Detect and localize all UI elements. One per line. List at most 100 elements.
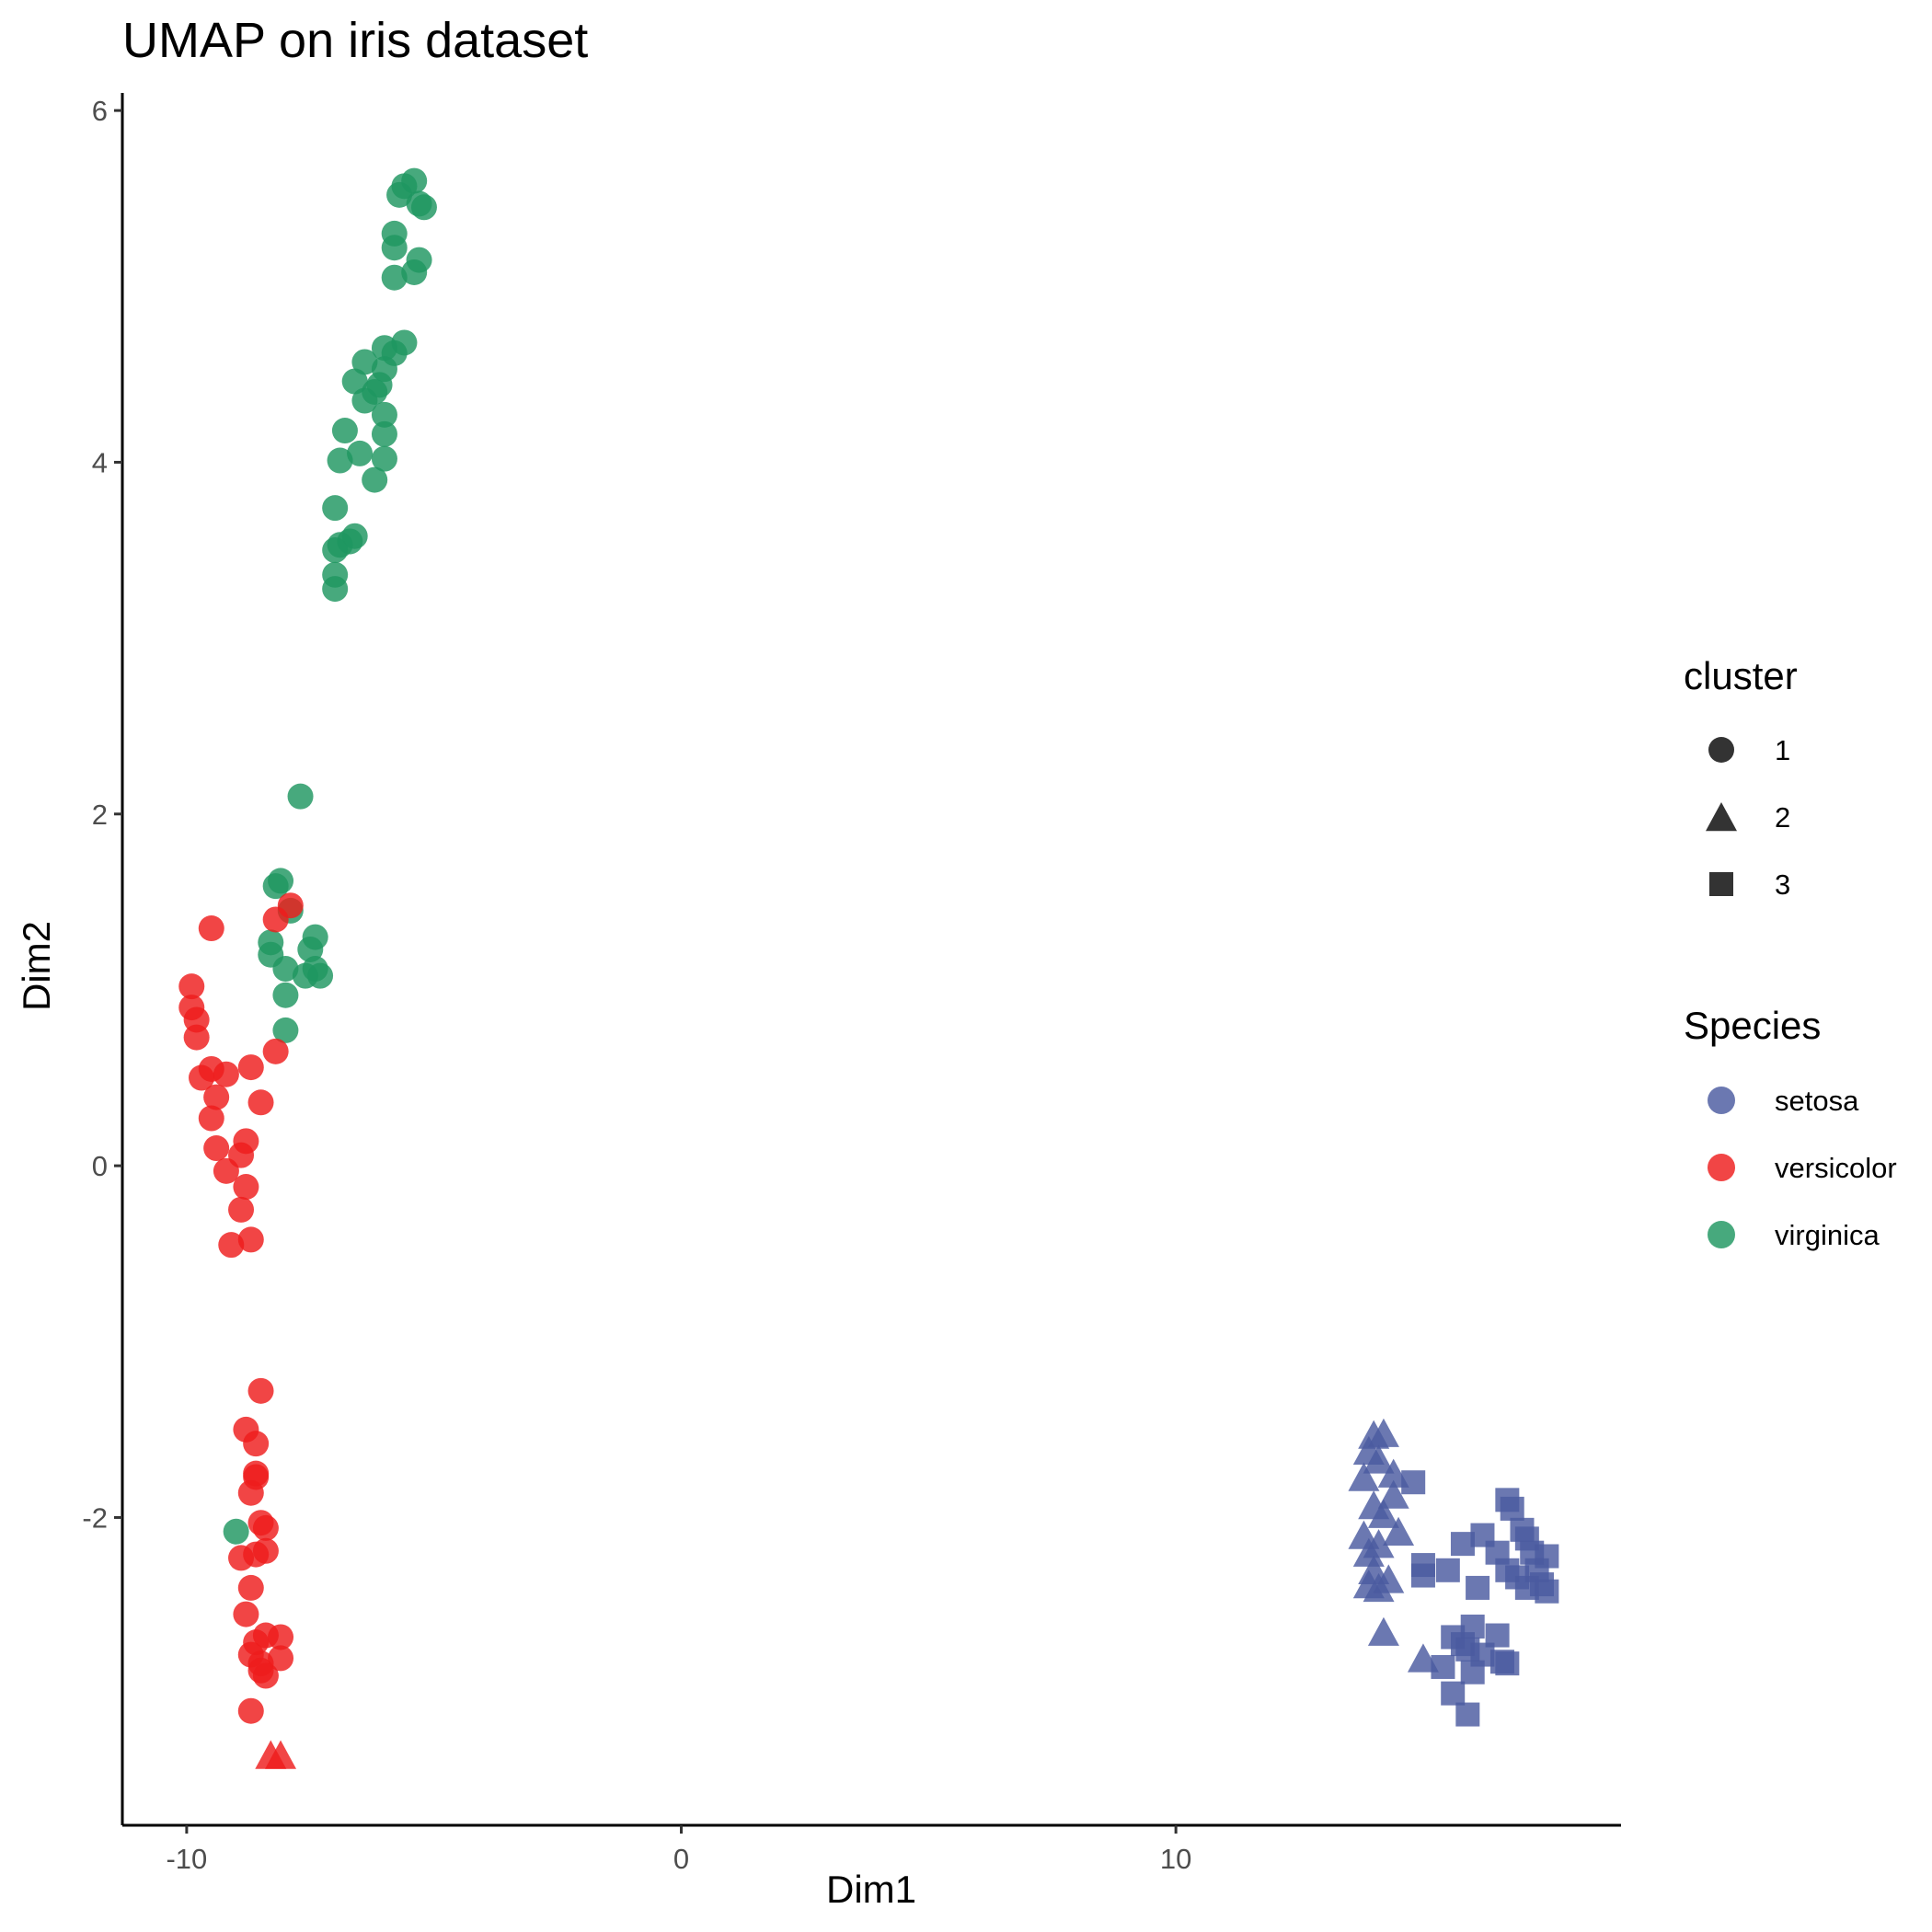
legend-label-species: virginica	[1775, 1219, 1880, 1251]
data-point-virginica-circle	[362, 466, 388, 493]
legend-key-square	[1709, 872, 1733, 896]
data-point-setosa-square	[1410, 1563, 1435, 1588]
data-point-versicolor-circle	[233, 1601, 259, 1627]
data-point-setosa-square	[1401, 1470, 1426, 1495]
data-point-versicolor-circle	[203, 1084, 230, 1110]
data-point-virginica-circle	[351, 387, 378, 414]
y-axis-title: Dim2	[15, 921, 58, 1011]
data-point-virginica-circle	[322, 495, 349, 522]
data-point-setosa-triangle	[1377, 1458, 1409, 1488]
data-point-setosa-square	[1535, 1579, 1559, 1604]
legend-label-species: setosa	[1775, 1085, 1859, 1117]
legend-key-versicolor	[1708, 1154, 1735, 1181]
data-point-virginica-circle	[386, 181, 413, 208]
data-point-versicolor-circle	[233, 1174, 259, 1201]
legend-label-species: versicolor	[1775, 1152, 1897, 1184]
data-point-setosa-triangle	[1348, 1462, 1380, 1491]
data-point-setosa-triangle	[1367, 1616, 1399, 1646]
data-point-setosa-triangle	[1348, 1520, 1380, 1549]
data-point-virginica-circle	[381, 264, 408, 291]
data-point-setosa-square	[1466, 1575, 1490, 1600]
legend-label-cluster: 3	[1775, 868, 1790, 901]
data-point-versicolor-circle	[189, 1064, 215, 1091]
data-point-versicolor-circle	[198, 1105, 224, 1132]
data-point-setosa-triangle	[1367, 1499, 1399, 1528]
x-axis-ticks: -10 0 10	[166, 1825, 1191, 1875]
legend-key-virginica	[1708, 1221, 1735, 1248]
data-point-setosa-square	[1455, 1702, 1480, 1727]
legend-label-cluster: 2	[1775, 801, 1790, 834]
y-axis-ticks: -2 0 2 4 6	[82, 95, 122, 1534]
data-point-setosa-triangle	[1352, 1537, 1385, 1567]
data-point-versicolor-circle	[237, 1697, 264, 1724]
data-point-virginica-circle	[322, 576, 349, 603]
x-tick-label: 0	[673, 1843, 689, 1875]
data-point-versicolor-circle	[268, 1624, 294, 1650]
legend: cluster 1 2 3 Species setosa versicolor virg…	[1684, 654, 1897, 1251]
data-points	[178, 167, 1559, 1769]
y-tick-label: 0	[92, 1150, 108, 1182]
data-point-virginica-circle	[322, 537, 349, 564]
data-point-setosa-triangle	[1363, 1572, 1395, 1603]
x-tick-label: 10	[1160, 1843, 1191, 1875]
data-point-setosa-square	[1435, 1558, 1460, 1582]
legend-species-entries: setosa versicolor virginica	[1708, 1085, 1897, 1251]
data-point-setosa-triangle	[1363, 1444, 1395, 1474]
data-point-versicolor-circle	[237, 1574, 264, 1601]
data-point-setosa-triangle	[1377, 1479, 1409, 1509]
data-point-virginica-circle	[272, 1017, 299, 1043]
data-point-versicolor-circle	[252, 1662, 279, 1689]
data-point-versicolor-circle	[262, 906, 289, 933]
data-point-virginica-circle	[371, 420, 397, 447]
chart-title: UMAP on iris dataset	[122, 13, 588, 68]
data-point-versicolor-circle	[183, 1024, 210, 1051]
x-tick-label: -10	[166, 1843, 207, 1875]
y-tick-label: 6	[92, 95, 108, 127]
y-tick-label: 2	[92, 799, 108, 831]
data-point-setosa-triangle	[1407, 1643, 1439, 1673]
data-point-virginica-circle	[347, 440, 374, 466]
data-point-setosa-square	[1460, 1660, 1485, 1685]
data-point-virginica-circle	[381, 235, 408, 261]
data-point-virginica-circle	[401, 259, 428, 285]
legend-title-species: Species	[1684, 1004, 1821, 1047]
data-point-versicolor-circle	[247, 1089, 274, 1116]
data-point-versicolor-circle	[237, 1479, 264, 1506]
data-point-virginica-circle	[327, 447, 353, 474]
data-point-versicolor-circle	[237, 1054, 264, 1081]
data-point-virginica-circle	[351, 349, 378, 375]
data-point-versicolor-circle	[228, 1545, 255, 1571]
legend-key-circle	[1708, 737, 1734, 763]
data-point-virginica-circle	[272, 982, 299, 1008]
data-point-versicolor-circle	[218, 1232, 245, 1259]
data-point-versicolor-circle	[178, 973, 205, 1000]
x-axis-title: Dim1	[826, 1868, 916, 1911]
data-point-versicolor-circle	[203, 1135, 230, 1162]
data-point-versicolor-triangle	[265, 1740, 297, 1769]
data-point-virginica-circle	[341, 368, 368, 395]
legend-title-cluster: cluster	[1684, 654, 1798, 697]
legend-label-cluster: 1	[1775, 734, 1790, 766]
data-point-versicolor-circle	[228, 1196, 255, 1223]
data-point-versicolor-circle	[268, 1645, 294, 1672]
data-point-setosa-triangle	[1383, 1516, 1415, 1546]
data-point-setosa-square	[1500, 1496, 1524, 1521]
data-point-virginica-circle	[223, 1518, 249, 1545]
data-point-versicolor-circle	[237, 1226, 264, 1253]
data-point-virginica-circle	[262, 873, 289, 900]
data-point-virginica-circle	[371, 445, 397, 472]
data-point-setosa-square	[1495, 1651, 1520, 1676]
data-point-virginica-circle	[272, 956, 299, 983]
data-point-setosa-square	[1441, 1681, 1466, 1706]
y-tick-label: -2	[82, 1501, 108, 1534]
data-point-virginica-circle	[410, 194, 437, 221]
data-point-setosa-square	[1431, 1654, 1455, 1679]
data-point-versicolor-circle	[247, 1377, 274, 1404]
data-point-versicolor-circle	[198, 915, 224, 942]
data-point-setosa-triangle	[1367, 1418, 1399, 1447]
data-point-versicolor-circle	[243, 1431, 270, 1457]
legend-key-setosa	[1708, 1087, 1735, 1114]
data-point-virginica-circle	[307, 962, 334, 989]
data-point-setosa-square	[1450, 1532, 1475, 1557]
